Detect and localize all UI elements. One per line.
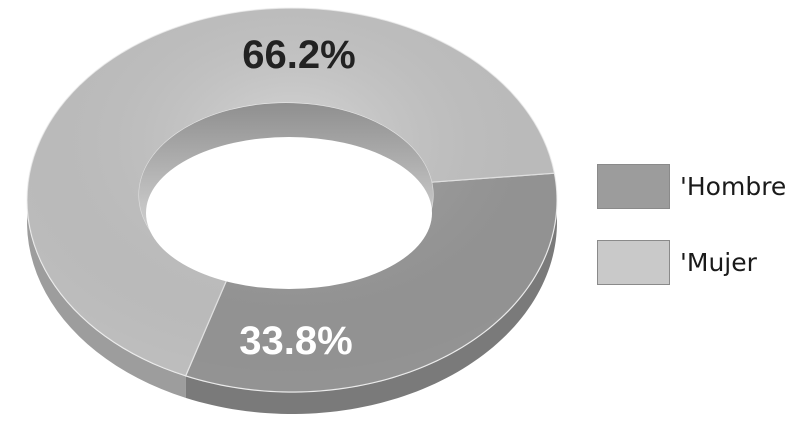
legend-swatch-hombre xyxy=(597,163,670,209)
legend-label-hombre: 'Hombre xyxy=(680,171,787,201)
legend: 'Hombre 'Mujer xyxy=(597,160,786,312)
slice-side-hombre xyxy=(185,173,557,414)
data-label-mujer: 66.2% xyxy=(242,33,355,77)
donut-hole xyxy=(146,137,432,289)
legend-item-mujer: 'Mujer xyxy=(597,236,786,288)
legend-swatch-mujer xyxy=(597,239,670,285)
data-label-hombre: 33.8% xyxy=(239,319,352,363)
legend-label-mujer: 'Mujer xyxy=(680,247,757,277)
legend-item-hombre: 'Hombre xyxy=(597,160,786,212)
